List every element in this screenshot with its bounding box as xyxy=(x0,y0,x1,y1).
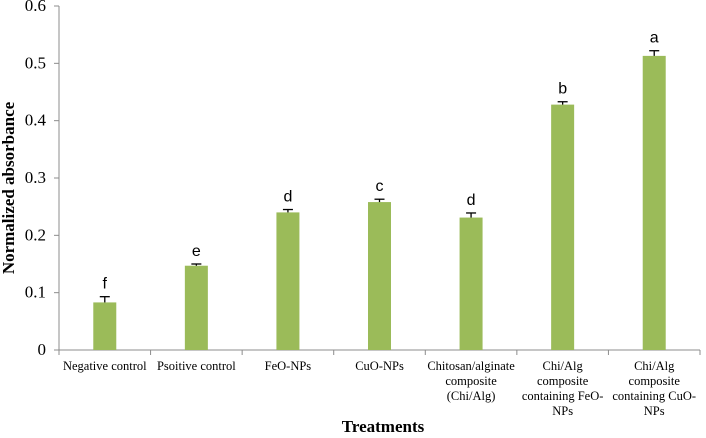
error-bar xyxy=(649,50,660,56)
error-bar xyxy=(191,263,202,266)
significance-letter: d xyxy=(283,189,292,206)
error-bar xyxy=(99,296,110,303)
error-bar xyxy=(557,101,568,105)
significance-letter: f xyxy=(103,276,108,293)
significance-letter: c xyxy=(376,178,384,195)
error-bar xyxy=(466,212,477,218)
bar xyxy=(642,55,666,350)
category-label: Chitosan/alginate composite (Chi/Alg) xyxy=(427,359,515,403)
category-label: CuO-NPs xyxy=(355,359,404,373)
error-bar xyxy=(374,198,385,203)
category-label: Psoitive control xyxy=(157,359,236,373)
significance-letter: e xyxy=(192,243,201,260)
y-tick-label: 0.6 xyxy=(25,0,46,15)
category-label: FeO-NPs xyxy=(265,359,312,373)
category-label: Chi/Alg composite containing CuO-NPs xyxy=(612,359,696,418)
error-bar xyxy=(282,208,293,213)
y-tick-label: 0.1 xyxy=(25,283,46,302)
bar xyxy=(93,302,117,350)
y-tick-label: 0.3 xyxy=(25,168,46,187)
bar xyxy=(459,217,483,350)
y-tick-label: 0.5 xyxy=(25,53,46,72)
y-tick-label: 0.4 xyxy=(25,111,47,130)
y-tick-label: 0 xyxy=(38,340,47,359)
category-labels: Negative control Psoitive control FeO-NPs C… xyxy=(63,359,696,418)
bars: f e d c d b a xyxy=(93,30,666,350)
significance-letter: a xyxy=(650,30,659,47)
bar xyxy=(551,104,575,350)
x-axis-title: Treatments xyxy=(342,417,425,436)
y-axis-title: Normalized absorbance xyxy=(0,101,18,274)
y-tick-label: 0.2 xyxy=(25,225,46,244)
category-label: Negative control xyxy=(63,359,147,373)
y-axis: 0 0.1 0.2 0.3 0.4 0.5 0.6 xyxy=(25,0,60,359)
significance-letter: b xyxy=(558,81,567,98)
x-axis xyxy=(58,349,701,355)
bar xyxy=(368,202,391,350)
bar xyxy=(276,212,300,350)
bar xyxy=(184,265,208,350)
significance-letter: d xyxy=(467,192,476,209)
category-label: Chi/Alg composite containing FeO-NPs xyxy=(522,359,604,418)
